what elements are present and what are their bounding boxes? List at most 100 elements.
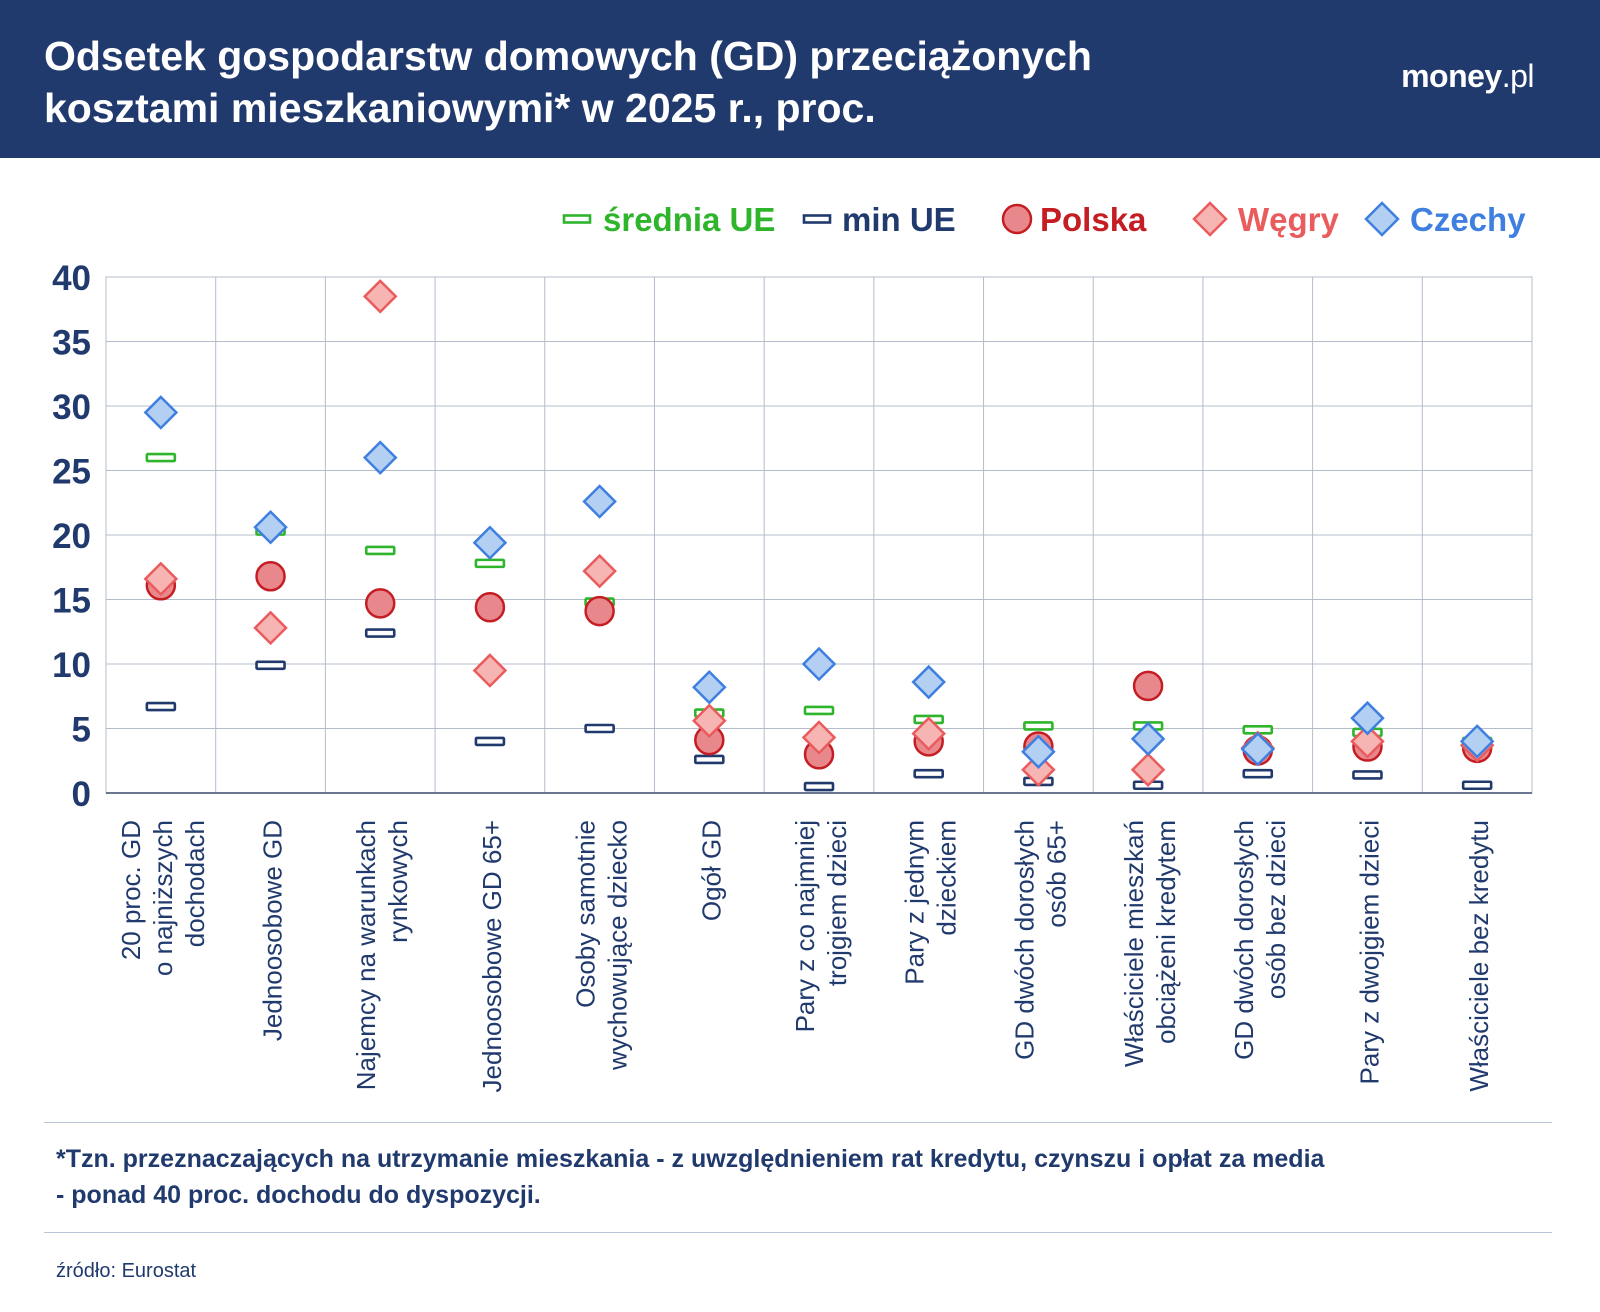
- legend-wegry-marker: [1192, 201, 1228, 237]
- footnote: *Tzn. przeznaczających na utrzymanie mie…: [56, 1141, 1536, 1213]
- point-min-ue: [694, 754, 725, 765]
- y-tick-label: 15: [52, 582, 91, 621]
- x-tick-label-line: Najemcy na warunkach: [351, 820, 381, 1090]
- x-tick-label: GD dwóch dorosłych osób bez dzieci: [1229, 820, 1291, 1060]
- x-tick-label-line: 20 proc. GD: [116, 820, 146, 960]
- x-tick-label-line: obciążeni kredytem: [1151, 820, 1181, 1044]
- footnote-divider-bottom: [44, 1232, 1552, 1233]
- y-tick-label: 25: [52, 453, 91, 492]
- brand-logo-light: .pl: [1501, 58, 1535, 94]
- point-min-ue: [1242, 768, 1274, 779]
- legend-srednia-ue-label: średnia UE: [603, 201, 775, 238]
- x-tick-label-line: Ogół GD: [696, 820, 726, 921]
- point-polska: [1132, 670, 1164, 702]
- point-wegry: [253, 610, 288, 646]
- x-tick-label: Właściciele mieszkań obciążeni kredytem: [1119, 820, 1181, 1067]
- legend-wegry-label: Węgry: [1238, 201, 1340, 238]
- point-czechy: [801, 646, 837, 682]
- point-min-ue: [913, 768, 944, 779]
- point-srednia-ue: [364, 545, 396, 556]
- x-tick-label: Jednoosobowe GD 65+: [477, 820, 507, 1092]
- footnote-divider-top: [44, 1122, 1552, 1123]
- x-tick-label-line: wychowujące dziecko: [603, 820, 633, 1071]
- point-min-ue: [1352, 770, 1383, 780]
- x-tick-label: Pary z dwojgiem dzieci: [1354, 820, 1384, 1084]
- point-czechy: [692, 669, 727, 705]
- point-polska: [474, 591, 506, 623]
- scatter-chart: 0 5 10 15 20 25 30 35 40 20 proc. GD o najniższych…: [52, 201, 1533, 1092]
- x-tick-label-line: Osoby samotnie: [571, 820, 601, 1008]
- x-tick-label-line: GD dwóch dorosłych: [1009, 820, 1039, 1060]
- x-tick-label-line: Właściciele mieszkań: [1119, 820, 1149, 1067]
- y-tick-label: 5: [72, 711, 91, 750]
- legend-min-ue-marker: [802, 214, 832, 224]
- x-tick-label-line: Jednoosobowe GD: [258, 820, 288, 1041]
- x-tick-label: Pary z co najmniej trojgiem dzieci: [790, 820, 852, 1032]
- x-tick-label-line: Pary z dwojgiem dzieci: [1354, 820, 1384, 1084]
- point-min-ue: [803, 781, 835, 792]
- point-min-ue: [145, 701, 177, 712]
- point-wegry: [472, 653, 508, 688]
- legend-srednia-ue-marker: [562, 214, 592, 224]
- point-min-ue: [584, 723, 615, 734]
- point-czechy: [362, 440, 398, 475]
- x-tick-label-line: Pary z jednym: [900, 820, 930, 985]
- footnote-line-2: - ponad 40 proc. dochodu do dyspozycji.: [56, 1181, 541, 1209]
- brand-logo: money.pl: [1401, 58, 1534, 95]
- x-tick-label: Ogół GD: [696, 820, 726, 921]
- point-polska: [255, 561, 286, 592]
- source-note: źródło: Eurostat: [56, 1260, 197, 1282]
- y-tick-label: 0: [72, 775, 91, 814]
- x-tick-label-line: Jednoosobowe GD 65+: [477, 820, 507, 1092]
- legend-czechy-label: Czechy: [1410, 201, 1526, 238]
- header-banner: Odsetek gospodarstw domowych (GD) przeci…: [0, 0, 1600, 158]
- point-wegry: [1130, 752, 1166, 788]
- footnote-line-1: *Tzn. przeznaczających na utrzymanie mie…: [56, 1145, 1325, 1173]
- point-polska: [364, 588, 396, 619]
- x-tick-label-line: Pary z co najmniej: [790, 820, 820, 1032]
- x-tick-label: Właściciele bez kredytu: [1464, 820, 1494, 1092]
- y-tick-label: 40: [52, 259, 91, 298]
- point-srednia-ue: [474, 558, 506, 569]
- point-wegry: [1350, 724, 1385, 759]
- x-tick-label: Najemcy na warunkach rynkowych: [351, 820, 413, 1090]
- x-tick-label: 20 proc. GD o najniższych dochodach: [116, 820, 210, 976]
- point-czechy: [1240, 731, 1276, 767]
- x-tick-label-line: GD dwóch dorosłych: [1229, 820, 1259, 1060]
- point-czechy: [253, 509, 288, 545]
- point-polska: [584, 595, 615, 627]
- point-czechy: [1459, 724, 1495, 759]
- point-wegry: [801, 720, 837, 755]
- legend-min-ue-label: min UE: [842, 201, 956, 238]
- x-tick-label-line: dzieckiem: [932, 820, 962, 936]
- x-tick-label-line: osób bez dzieci: [1261, 820, 1291, 999]
- point-czechy: [1350, 700, 1385, 736]
- point-min-ue: [255, 660, 286, 671]
- brand-logo-bold: money: [1401, 58, 1502, 94]
- y-tick-label: 35: [52, 324, 91, 363]
- y-tick-label: 10: [52, 646, 91, 685]
- title-line-1: Odsetek gospodarstw domowych (GD) przeci…: [44, 33, 1092, 79]
- point-czechy: [472, 525, 508, 561]
- point-czechy: [1130, 721, 1166, 757]
- point-srednia-ue: [803, 705, 835, 716]
- x-tick-label-line: dochodach: [180, 820, 210, 947]
- x-tick-label-line: o najniższych: [148, 820, 178, 976]
- point-wegry: [692, 703, 727, 739]
- point-min-ue: [474, 736, 506, 747]
- x-tick-label: Jednoosobowe GD: [258, 820, 288, 1041]
- point-wegry: [582, 553, 617, 589]
- title-line-2: kosztami mieszkaniowymi* w 2025 r., proc…: [44, 85, 876, 131]
- point-min-ue: [364, 628, 396, 638]
- y-tick-label: 20: [52, 517, 91, 556]
- legend-polska-label: Polska: [1040, 201, 1147, 238]
- x-tick-label-line: osób 65+: [1041, 820, 1071, 928]
- point-czechy: [143, 395, 179, 430]
- point-wegry: [362, 279, 398, 314]
- chart-title: Odsetek gospodarstw domowych (GD) przeci…: [44, 30, 1284, 134]
- point-czechy: [1021, 734, 1056, 769]
- point-czechy: [911, 664, 946, 700]
- point-wegry: [911, 716, 946, 751]
- x-tick-label-line: Właściciele bez kredytu: [1464, 820, 1494, 1092]
